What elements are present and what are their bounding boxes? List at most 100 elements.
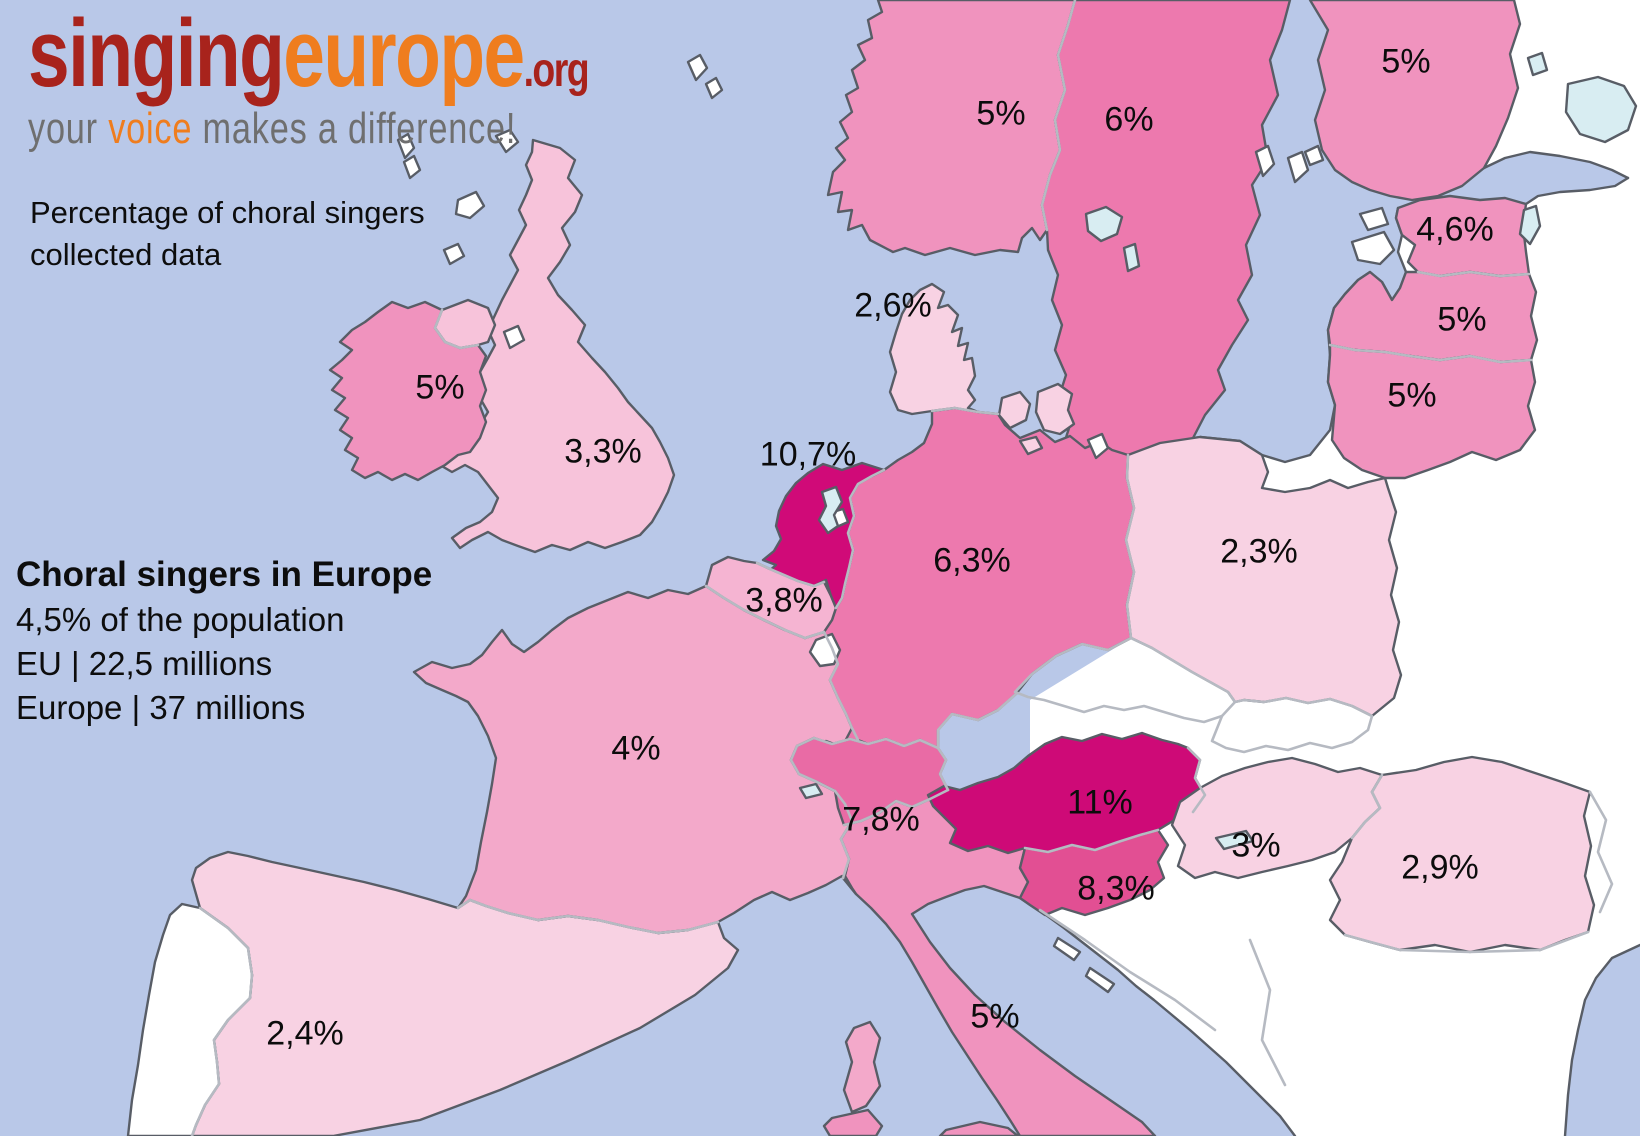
border-hungary-romania — [1350, 773, 1384, 840]
islet-aland — [1303, 144, 1325, 167]
stats-line-3: Europe | 37 millions — [16, 689, 306, 726]
border-latvia-lithuania — [1328, 343, 1533, 364]
country-label-hungary: 3% — [1231, 826, 1281, 865]
tagline-voice: voice — [108, 104, 193, 153]
border-moldova — [1588, 790, 1614, 914]
country-label-austria: 11% — [1067, 783, 1133, 822]
logo-wordmark: singingeurope.org — [28, 6, 590, 102]
country-france-corsica — [842, 1020, 882, 1114]
stats-line-2: EU | 22,5 millions — [16, 645, 273, 682]
border-france-germany — [822, 630, 860, 742]
country-label-lithuania: 5% — [1387, 376, 1437, 415]
country-label-sweden: 6% — [1104, 100, 1154, 139]
country-romania — [1328, 755, 1596, 954]
lake-geneva — [798, 782, 824, 800]
logo-europe: europe — [283, 0, 525, 107]
country-finland — [1308, 0, 1522, 202]
border-switzerland-germany — [795, 736, 940, 750]
lake-ijsselmeer — [817, 485, 844, 535]
country-ireland — [328, 300, 488, 482]
logo: singingeurope.org your voice makes a dif… — [28, 6, 590, 154]
border-ireland-northern-ireland — [433, 308, 480, 350]
border-norway-sweden — [1040, 0, 1077, 232]
gulf-of-finland-north-coastline — [1482, 150, 1630, 180]
border-spain-portugal — [190, 906, 254, 1136]
country-italy-sardinia — [822, 1108, 884, 1136]
border-austria-hungary — [1186, 746, 1207, 814]
country-label-italy: 5% — [970, 997, 1020, 1036]
country-denmark-funen — [997, 390, 1032, 430]
gulf-of-finland-south-coastline — [1524, 176, 1630, 206]
lake-vattern — [1122, 242, 1141, 273]
border-balkans-1 — [1038, 908, 1217, 1032]
border-slovakia — [1210, 696, 1374, 754]
stats-line-1: 4,5% of the population — [16, 601, 345, 638]
islet-croatia-1 — [1052, 936, 1082, 962]
islet-saaremaa — [1350, 230, 1396, 266]
country-label-romania: 2,9% — [1401, 848, 1479, 887]
islet-hebrides-2 — [402, 154, 422, 180]
country-label-netherlands: 10,7% — [759, 435, 857, 474]
border-france-switzerland — [789, 744, 837, 793]
lake-balaton — [1214, 829, 1255, 851]
country-label-denmark: 2,6% — [854, 286, 932, 325]
country-denmark-lolland — [1018, 435, 1044, 456]
border-denmark-germany — [930, 406, 1000, 416]
islet-gotland — [1254, 144, 1276, 178]
lake-peipus — [1518, 204, 1542, 246]
border-switzerland-austria — [936, 746, 950, 792]
country-label-france: 4% — [611, 729, 661, 768]
country-norway — [826, 0, 1077, 257]
country-label-poland: 2,3% — [1220, 532, 1298, 571]
islet-orkney — [494, 128, 520, 154]
islet-ruegen — [1086, 432, 1110, 460]
country-label-slovenia: 8,3% — [1077, 869, 1155, 908]
country-denmark-zealand — [1034, 382, 1076, 436]
country-label-ireland: 5% — [415, 368, 465, 407]
country-latvia — [1326, 270, 1539, 364]
logo-tagline: your voice makes a difference! — [28, 104, 588, 154]
subtitle-line-2: collected data — [30, 237, 222, 272]
border-germany-poland — [1124, 453, 1136, 640]
country-label-belgium: 3,8% — [745, 581, 823, 620]
islet-shetland-1 — [686, 53, 709, 82]
country-label-estonia: 4,6% — [1416, 210, 1494, 249]
border-estonia-latvia — [1416, 270, 1531, 278]
adriatic-coastline — [1018, 896, 1297, 1136]
border-france-spain — [456, 898, 720, 935]
islet-croatia-2 — [1084, 966, 1116, 994]
lake-ladoga — [1564, 75, 1638, 144]
border-austria-slovenia — [1023, 828, 1160, 854]
country-label-germany: 6,3% — [933, 541, 1011, 580]
stats-title: Choral singers in Europe — [16, 555, 433, 594]
islet-shetland-2 — [704, 76, 724, 100]
stats-block: Choral singers in Europe 4,5% of the pop… — [16, 552, 432, 730]
border-bulgaria — [1343, 930, 1590, 954]
country-label-latvia: 5% — [1437, 300, 1487, 339]
border-germany-austria — [936, 692, 1018, 750]
map-subtitle: Percentage of choral singers collected d… — [30, 192, 425, 276]
border-belgium-france — [704, 584, 826, 640]
border-czech-republic — [1013, 636, 1237, 724]
islet-skye — [454, 190, 486, 220]
country-denmark — [888, 282, 980, 416]
islet-hiiumaa — [1358, 206, 1390, 232]
border-france-italy — [833, 789, 854, 880]
border-netherlands-germany — [834, 468, 886, 610]
lake-vanern — [1084, 205, 1124, 243]
islet-isle-of-man — [502, 324, 526, 350]
subtitle-line-1: Percentage of choral singers — [30, 195, 425, 230]
islet-islay — [442, 242, 466, 266]
country-label-switzerland: 7,8% — [842, 800, 920, 839]
country-united-kingdom — [438, 138, 676, 554]
border-switzerland-italy — [842, 788, 950, 827]
country-label-united-kingdom: 3,3% — [564, 432, 642, 471]
logo-tld: .org — [523, 44, 590, 97]
black-sea-coastline — [1563, 943, 1640, 1136]
country-italy-sicily — [938, 1120, 1020, 1136]
logo-singing: singing — [28, 0, 285, 107]
islet-hebrides-1 — [396, 132, 416, 160]
country-label-norway: 5% — [976, 94, 1026, 133]
